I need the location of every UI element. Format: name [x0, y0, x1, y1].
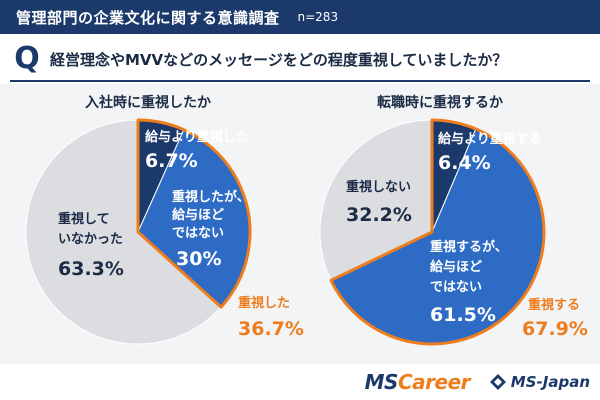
- left-slice1-label: 給与より重視した: [145, 130, 249, 145]
- right-slice1-label: 給与より重視する: [438, 132, 542, 147]
- right-slice2-label-line2: 給与ほど: [430, 260, 483, 275]
- pie-slice-3: [319, 119, 433, 282]
- left-highlight-value: 36.7%: [238, 318, 304, 340]
- left-slice3-value: 63.3%: [58, 258, 124, 280]
- left-slice2-label-line2: 給与ほど: [172, 208, 225, 223]
- right-pie: [319, 118, 546, 346]
- question-divider: [10, 80, 590, 82]
- mscareer-logo-main: MS: [364, 370, 399, 394]
- left-slice1-value: 6.7%: [145, 150, 198, 172]
- right-highlight-value: 67.9%: [522, 318, 588, 340]
- mscareer-logo: MSCareer: [364, 370, 471, 394]
- left-slice2-label-line3: ではない: [172, 226, 225, 241]
- highlight-outline: [136, 118, 252, 309]
- right-highlight-label: 重視する: [528, 298, 581, 313]
- left-slice2-label-line1: 重視したが、: [172, 190, 250, 205]
- question-row: Q 経営理念やMVVなどのメッセージをどの程度重視していましたか？: [0, 38, 600, 80]
- left-chart-title: 入社時に重視したか: [85, 95, 211, 111]
- sample-size: n=283: [297, 10, 339, 24]
- right-slice2-value: 61.5%: [430, 304, 496, 326]
- msjapan-logo: MS-Japan: [489, 373, 590, 391]
- pie-slice-3: [25, 119, 222, 345]
- right-slice3-value: 32.2%: [346, 204, 412, 226]
- footer: MSCareer MS-Japan: [0, 364, 600, 400]
- right-slice3-label: 重視しない: [346, 180, 412, 195]
- left-slice2-value: 30%: [176, 248, 222, 270]
- left-pie: [25, 118, 252, 345]
- right-slice2-label-line3: ではない: [430, 280, 483, 295]
- right-chart-title: 転職時に重視するか: [377, 95, 503, 111]
- right-slice2-label-line1: 重視するが、: [430, 240, 508, 255]
- mscareer-logo-accent: Career: [397, 370, 471, 394]
- question-text: 経営理念やMVVなどのメッセージをどの程度重視していましたか？: [50, 50, 508, 69]
- right-slice1-value: 6.4%: [438, 152, 491, 174]
- header-bar: 管理部門の企業文化に関する意識調査 n=283: [0, 0, 600, 34]
- left-slice3-label-line1: 重視して: [58, 212, 110, 227]
- survey-title: 管理部門の企業文化に関する意識調査: [16, 8, 280, 27]
- msjapan-mark-icon: [489, 374, 506, 390]
- left-slice3-label-line2: いなかった: [58, 232, 124, 247]
- highlight-outline: [329, 118, 546, 346]
- q-icon: Q: [14, 41, 40, 76]
- left-highlight-label: 重視した: [238, 296, 291, 311]
- msjapan-logo-text: MS-Japan: [510, 373, 590, 391]
